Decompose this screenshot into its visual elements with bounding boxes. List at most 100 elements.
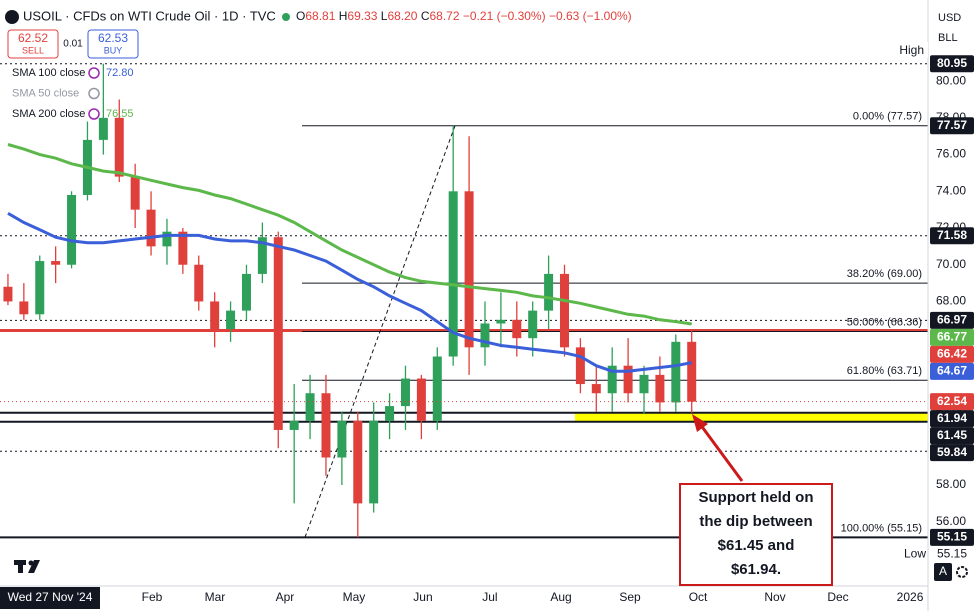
candle-body bbox=[257, 237, 267, 274]
ohlc-value: 68.20 bbox=[387, 9, 417, 23]
x-tick-label: Nov bbox=[764, 590, 785, 604]
high-label: High bbox=[899, 43, 924, 57]
candle-body bbox=[162, 231, 172, 247]
candle-body bbox=[671, 341, 681, 403]
x-tick-label: Jun bbox=[413, 590, 432, 604]
price-marker bbox=[930, 311, 974, 329]
price-marker bbox=[930, 227, 974, 245]
y-tick-label: 80.00 bbox=[936, 73, 966, 87]
price-marker-label: 66.77 bbox=[937, 330, 967, 344]
candle-body bbox=[575, 347, 585, 385]
price-marker bbox=[930, 55, 974, 73]
price-marker bbox=[930, 362, 974, 380]
buy-price: 62.53 bbox=[98, 31, 128, 45]
candle-body bbox=[98, 117, 108, 140]
candle-body bbox=[273, 237, 283, 430]
annotation-text: the dip between bbox=[699, 513, 812, 530]
price-marker-label: 55.15 bbox=[937, 530, 967, 544]
sell-price: 62.52 bbox=[18, 31, 48, 45]
fib-label: 50.00% (66.36) bbox=[847, 316, 922, 328]
candle-body bbox=[400, 378, 410, 407]
legend-icon bbox=[88, 108, 100, 120]
unit[interactable]: BLL bbox=[938, 32, 958, 44]
price-marker-label: 62.54 bbox=[937, 394, 967, 408]
fib-label: 0.00% (77.57) bbox=[853, 111, 922, 123]
x-tick-label: Jul bbox=[482, 590, 497, 604]
price-marker bbox=[930, 410, 974, 428]
ohlc-key: H bbox=[339, 9, 348, 23]
candle-body bbox=[51, 261, 61, 265]
tv-logo bbox=[14, 560, 40, 573]
price-marker bbox=[930, 117, 974, 135]
annotation-text: Support held on bbox=[699, 489, 814, 506]
legend-label: SMA 100 close bbox=[12, 67, 85, 79]
candle-body bbox=[528, 310, 538, 339]
ohlc-key: C bbox=[421, 9, 430, 23]
candle-body bbox=[226, 310, 236, 329]
candle-body bbox=[353, 420, 363, 504]
candle-body bbox=[432, 356, 442, 421]
price-marker-label: 64.67 bbox=[937, 364, 967, 378]
candle-body bbox=[464, 191, 474, 348]
low-label: Low bbox=[904, 547, 926, 561]
ohlc-value: 69.33 bbox=[347, 9, 377, 23]
candle-body bbox=[194, 264, 204, 302]
candle-body bbox=[448, 191, 458, 357]
settings-icon[interactable] bbox=[956, 566, 968, 578]
legend-icon bbox=[88, 67, 100, 79]
fib-label: 100.00% (55.15) bbox=[841, 522, 922, 534]
market-status bbox=[282, 13, 290, 21]
price-marker bbox=[930, 444, 974, 462]
candle-body bbox=[210, 301, 220, 329]
annotation-arrow bbox=[698, 423, 744, 482]
arrow-head bbox=[692, 414, 708, 432]
candle-body bbox=[496, 319, 506, 324]
fib-label: 38.20% (69.00) bbox=[847, 268, 922, 280]
annotation-text: $61.45 and bbox=[718, 537, 795, 554]
ohlc-value: 68.81 bbox=[305, 9, 335, 23]
candle-body bbox=[607, 365, 617, 394]
ohlc-value: 68.72 bbox=[430, 9, 460, 23]
sma-line bbox=[7, 212, 692, 373]
y-tick-label: 74.00 bbox=[936, 183, 966, 197]
legend: SMA 100 close 72.80 SMA 50 close SMA 200 cl… bbox=[12, 67, 134, 120]
x-tick-label: Apr bbox=[276, 590, 295, 604]
fib-label: 61.80% (63.71) bbox=[847, 365, 922, 377]
support-band bbox=[575, 412, 928, 422]
x-tick-label: Dec bbox=[827, 590, 848, 604]
symbol-icon bbox=[5, 10, 19, 24]
candle-body bbox=[416, 378, 426, 421]
candle-body bbox=[3, 286, 13, 302]
price-marker-label: 59.84 bbox=[937, 445, 967, 459]
currency[interactable]: USD bbox=[938, 12, 961, 24]
sell-label: SELL bbox=[22, 45, 44, 55]
candle-body bbox=[289, 420, 299, 430]
buy-button[interactable] bbox=[87, 29, 139, 59]
candle-body bbox=[19, 301, 29, 315]
candle-body bbox=[369, 420, 379, 504]
x-tick-label: Sep bbox=[619, 590, 641, 604]
sell-button[interactable] bbox=[7, 29, 59, 59]
auto-scale-button[interactable] bbox=[934, 563, 952, 581]
y-tick-label: 58.00 bbox=[936, 477, 966, 491]
price-marker bbox=[930, 328, 974, 346]
candle-body bbox=[114, 117, 124, 177]
candle-body bbox=[35, 261, 45, 315]
candle-body bbox=[130, 176, 140, 210]
candle-body bbox=[67, 194, 77, 265]
legend-label: SMA 200 close bbox=[12, 108, 85, 120]
y-tick-label: 56.00 bbox=[936, 514, 966, 528]
spread: 0.01 bbox=[63, 39, 83, 50]
candle-body bbox=[512, 319, 522, 339]
y-tick-label: 68.00 bbox=[936, 294, 966, 308]
ohlc: O68.81 H69.33 L68.20 C68.72 −0.21 (−0.30… bbox=[296, 9, 632, 23]
ohlc-key: O bbox=[296, 9, 305, 23]
fib-trend bbox=[304, 125, 456, 538]
price-marker-label: 80.95 bbox=[937, 56, 967, 70]
plot-area: 0.00% (77.57) 38.20% (69.00) 50.00% (66.36… bbox=[0, 63, 928, 539]
date-label-box bbox=[0, 587, 100, 609]
change: −0.63 (−1.00%) bbox=[549, 9, 632, 23]
legend-value: 76.55 bbox=[106, 108, 134, 120]
price-marker bbox=[930, 345, 974, 363]
